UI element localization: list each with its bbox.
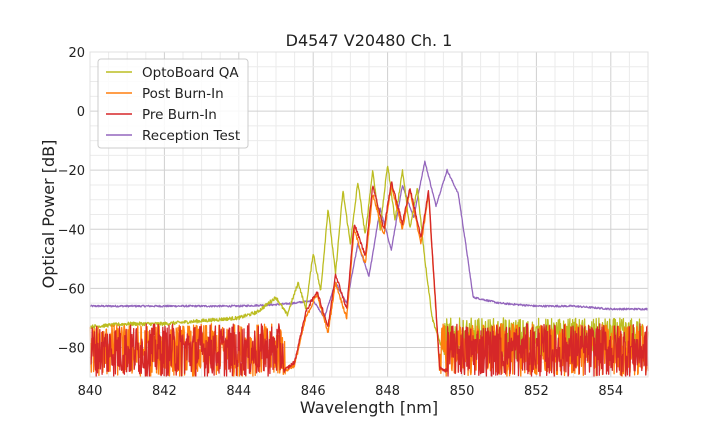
legend-box [97, 58, 249, 149]
y-tick-label: −60 [58, 282, 85, 297]
x-tick-label: 852 [524, 384, 549, 399]
plot-frame [89, 51, 649, 378]
x-tick-label: 848 [375, 384, 400, 399]
x-tick-label: 850 [450, 384, 475, 399]
x-axis-label: Wavelength [nm] [300, 398, 438, 417]
x-tick-label: 842 [152, 384, 177, 399]
legend-label: OptoBoard QA [142, 65, 239, 81]
x-tick-label: 846 [301, 384, 326, 399]
legend-label: Post Burn-In [142, 86, 224, 102]
y-tick-label: 20 [68, 46, 85, 61]
chart-title: D4547 V20480 Ch. 1 [286, 31, 453, 50]
y-tick-label: −20 [58, 164, 85, 179]
series-layer [89, 160, 649, 378]
x-tick-label: 854 [598, 384, 623, 399]
x-tick-labels: 840 842 844 846 848 850 852 854 [78, 384, 624, 399]
y-tick-label: −80 [58, 341, 85, 356]
y-tick-label: 0 [77, 105, 85, 120]
series-line-pre-burn-in [89, 181, 649, 378]
x-tick-label: 840 [78, 384, 103, 399]
series-line-reception-test [89, 160, 649, 320]
y-tick-label: −40 [58, 223, 85, 238]
legend-label: Pre Burn-In [142, 107, 217, 123]
y-axis-label: Optical Power [dB] [39, 140, 58, 289]
legend: OptoBoard QA Post Burn-In Pre Burn-In Recep… [97, 58, 249, 149]
y-tick-labels: 20 0 −20 −40 −60 −80 [58, 46, 85, 356]
x-tick-label: 844 [226, 384, 251, 399]
legend-label: Reception Test [142, 128, 240, 144]
